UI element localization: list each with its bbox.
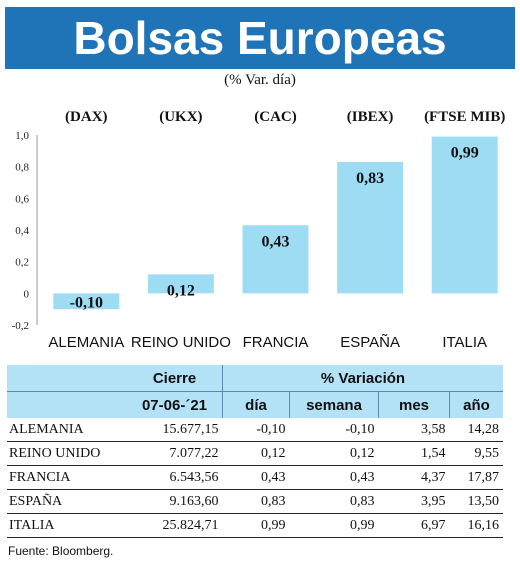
cell-cierre: 7.077,22 (127, 441, 223, 466)
cell-mes: 4,37 (378, 465, 450, 490)
cell-country: FRANCIA (7, 465, 127, 490)
header-semana: semana (289, 391, 379, 418)
cell-semana: 0,12 (289, 441, 379, 466)
cell-anio: 9,55 (449, 441, 503, 466)
bar-value-label: 0,83 (356, 170, 384, 187)
index-label: (DAX) (65, 109, 108, 125)
cell-country: REINO UNIDO (7, 441, 127, 466)
table-row: ITALIA 25.824,71 0,99 0,99 6,97 16,16 (7, 513, 503, 538)
cell-dia: -0,10 (222, 418, 290, 442)
header-empty (7, 365, 127, 392)
cell-cierre: 25.824,71 (127, 513, 223, 538)
source-note: Fuente: Bloomberg. (8, 544, 114, 558)
cell-dia: 0,12 (222, 441, 290, 466)
cell-semana: 0,83 (289, 489, 379, 514)
table-body: ALEMANIA 15.677,15 -0,10 -0,10 3,58 14,28 REIN… (7, 418, 503, 538)
cell-anio: 16,16 (449, 513, 503, 538)
bar (147, 274, 214, 294)
cell-country: ALEMANIA (7, 418, 127, 442)
category-label: ESPAÑA (340, 334, 400, 351)
bar-value-label: 0,43 (262, 233, 290, 250)
bar (337, 161, 404, 294)
cell-cierre: 9.163,60 (127, 489, 223, 514)
table-row: REINO UNIDO 7.077,22 0,12 0,12 1,54 9,55 (7, 441, 503, 466)
cell-country: ITALIA (7, 513, 127, 538)
bar-value-label: 0,12 (167, 282, 195, 299)
cell-anio: 14,28 (449, 418, 503, 442)
bar (431, 136, 498, 294)
index-label: (UKX) (159, 109, 202, 125)
cell-cierre: 6.543,56 (127, 465, 223, 490)
chart-subtitle: (% Var. día) (224, 72, 296, 88)
header-date: 07-06-´21 (127, 391, 223, 418)
cell-dia: 0,83 (222, 489, 290, 514)
cell-mes: 3,58 (378, 418, 450, 442)
cell-mes: 3,95 (378, 489, 450, 514)
y-tick-label: 0,2 (15, 257, 29, 269)
cell-anio: 13,50 (449, 489, 503, 514)
cell-mes: 1,54 (378, 441, 450, 466)
cell-mes: 6,97 (378, 513, 450, 538)
cell-cierre: 15.677,15 (127, 418, 223, 442)
y-tick-label: 0,4 (15, 225, 29, 237)
bar-value-label: 0,99 (451, 145, 479, 162)
cell-semana: 0,43 (289, 465, 379, 490)
bar-value-label: -0,10 (70, 294, 103, 311)
cell-anio: 17,87 (449, 465, 503, 490)
y-tick-label: -0,2 (12, 320, 29, 332)
index-label: (CAC) (254, 109, 297, 125)
index-label: (FTSE MIB) (424, 109, 505, 125)
header-empty-2 (7, 391, 127, 418)
table-row: FRANCIA 6.543,56 0,43 0,43 4,37 17,87 (7, 465, 503, 490)
index-label: (IBEX) (347, 109, 394, 125)
data-table: Cierre % Variación 07-06-´21 día semana … (7, 365, 503, 538)
category-label: ITALIA (442, 334, 487, 351)
header-cierre: Cierre (127, 365, 223, 392)
y-tick-label: 1,0 (15, 130, 29, 142)
category-label: FRANCIA (243, 334, 309, 351)
chart-title: Bolsas Europeas (5, 7, 515, 69)
cell-dia: 0,99 (222, 513, 290, 538)
header-anio: año (449, 391, 503, 418)
header-variacion: % Variación (222, 365, 503, 392)
y-tick-label: 0,8 (15, 162, 29, 174)
table-row: ALEMANIA 15.677,15 -0,10 -0,10 3,58 14,28 (7, 418, 503, 442)
bar-chart: 1,0 0,8 0,6 0,4 0,2 0 -0,2 -0,10 (DAX) ALEMANIA 0,… (12, 109, 506, 351)
bar (53, 293, 120, 310)
category-label: ALEMANIA (48, 334, 124, 351)
cell-semana: -0,10 (289, 418, 379, 442)
cell-country: ESPAÑA (7, 489, 127, 514)
y-tick-label: 0,6 (15, 193, 29, 205)
y-tick-label: 0 (24, 288, 30, 300)
header-mes: mes (378, 391, 450, 418)
category-label: REINO UNIDO (131, 334, 231, 351)
cell-semana: 0,99 (289, 513, 379, 538)
header-dia: día (222, 391, 290, 418)
cell-dia: 0,43 (222, 465, 290, 490)
table-row: ESPAÑA 9.163,60 0,83 0,83 3,95 13,50 (7, 489, 503, 514)
bar (242, 225, 309, 294)
